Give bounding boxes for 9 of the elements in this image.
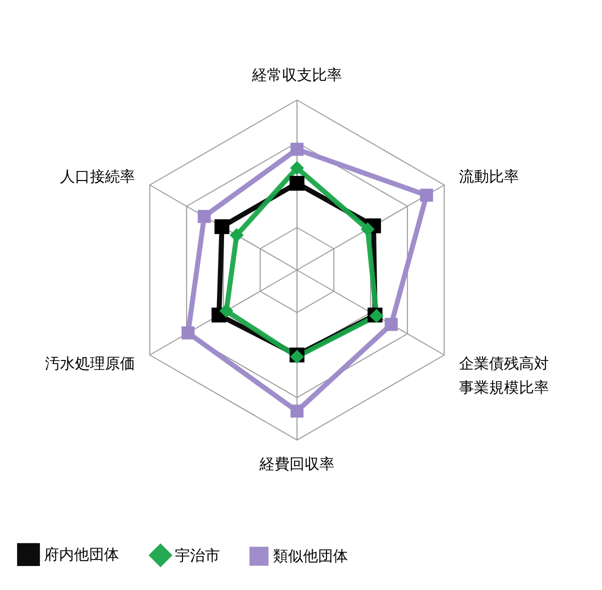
- spoke-label: 汚水処理原価: [45, 354, 136, 372]
- spoke-label: 人口接続率: [60, 168, 136, 186]
- legend-label: 宇治市: [175, 546, 220, 564]
- legend-label: 府内他団体: [44, 546, 119, 564]
- spoke-label: 経費回収率: [258, 455, 334, 473]
- legend-label: 類似他団体: [273, 547, 348, 566]
- spoke-label: 経常収支比率: [251, 66, 342, 84]
- spoke-label: 企業債残高対事業規模比率: [458, 354, 549, 396]
- spoke-label: 流動比率: [458, 168, 519, 186]
